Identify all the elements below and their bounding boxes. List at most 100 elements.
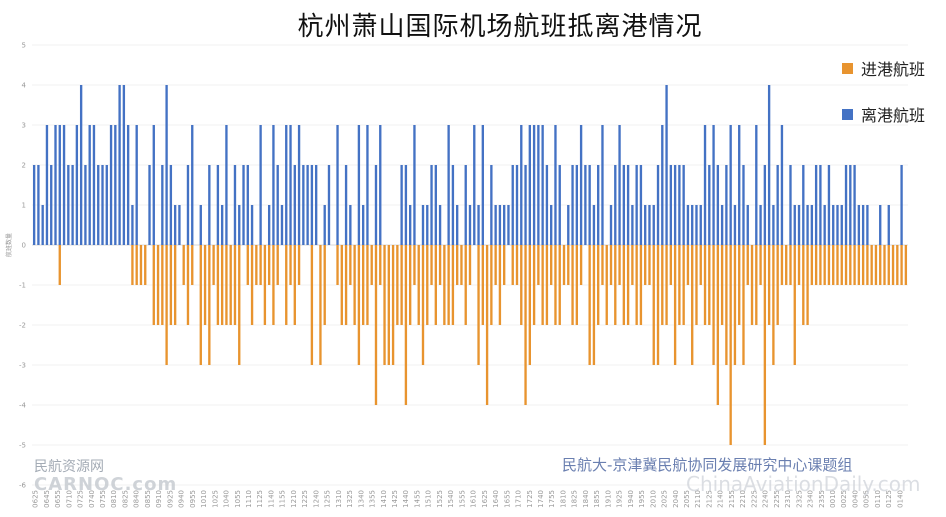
x-tick-label: 1555: [458, 490, 466, 508]
bar-departure: [165, 85, 168, 245]
bar-arrival: [900, 245, 903, 285]
x-tick-label: 1340: [357, 490, 365, 508]
bar-departure: [827, 165, 831, 245]
bar-departure: [225, 125, 228, 245]
bar-arrival: [716, 245, 720, 405]
bar-departure: [400, 165, 403, 245]
bar-arrival: [767, 245, 771, 325]
bar-arrival: [652, 245, 655, 365]
bar-arrival: [746, 245, 749, 285]
bar-arrival: [400, 245, 403, 325]
bar-departure: [879, 205, 882, 245]
x-tick-label: 1625: [481, 490, 489, 508]
bar-departure: [814, 165, 818, 245]
bar-departure: [280, 205, 284, 245]
bar-arrival: [490, 245, 493, 325]
bar-arrival: [379, 245, 382, 285]
bar-arrival: [263, 245, 267, 325]
bar-arrival: [678, 245, 681, 325]
bar-arrival: [426, 245, 429, 325]
bar-departure: [58, 125, 61, 245]
bar-departure: [50, 165, 53, 245]
bar-departure: [67, 165, 70, 245]
bar-arrival: [686, 245, 690, 285]
bar-departure: [729, 125, 732, 245]
bar-departure: [511, 165, 514, 245]
bar-arrival: [827, 245, 831, 285]
bar-arrival: [832, 245, 835, 285]
bar-arrival: [199, 245, 202, 365]
bar-departure: [178, 205, 181, 245]
bar-arrival: [468, 245, 472, 285]
bar-arrival: [297, 245, 301, 285]
x-tick-label: 1425: [391, 490, 399, 508]
x-tick-label: 0140: [896, 490, 904, 508]
x-tick-label: 2025: [661, 490, 669, 508]
bar-arrival: [272, 245, 275, 325]
x-tick-label: 1225: [301, 490, 309, 508]
y-tick-label: 1: [22, 202, 26, 210]
x-tick-label: 1910: [604, 490, 612, 508]
bar-departure: [703, 125, 707, 245]
bar-arrival: [366, 245, 369, 325]
x-tick-label: 1955: [638, 490, 646, 508]
y-tick-label: -3: [19, 362, 26, 370]
x-tick-label: 0645: [43, 490, 51, 508]
bar-departure: [712, 125, 715, 245]
bar-arrival: [665, 245, 668, 325]
x-tick-label: 1725: [526, 490, 534, 508]
bar-arrival: [233, 245, 237, 325]
x-tick-label: 1110: [245, 490, 253, 508]
bar-departure: [327, 165, 331, 245]
bar-arrival: [772, 245, 775, 365]
bar-arrival: [156, 245, 160, 325]
x-tick-label: 0755: [99, 490, 107, 508]
x-tick-label: 1840: [582, 490, 590, 508]
bar-arrival: [648, 245, 651, 285]
bar-departure: [75, 125, 79, 245]
bar-departure: [720, 205, 724, 245]
bar-departure: [575, 165, 579, 245]
bar-departure: [430, 165, 433, 245]
x-tick-label: 2055: [683, 490, 691, 508]
x-tick-label: 1355: [369, 490, 377, 508]
bar-departure: [191, 125, 194, 245]
x-tick-label: 1455: [413, 490, 421, 508]
bar-arrival: [216, 245, 220, 325]
bar-departure: [272, 125, 275, 245]
x-tick-label: 1710: [515, 490, 523, 508]
bar-arrival: [644, 245, 647, 285]
bar-arrival: [887, 245, 890, 285]
bar-departure: [302, 165, 305, 245]
bar-arrival: [447, 245, 450, 325]
chart-title: 杭州萧山国际机场航班抵离港情况: [297, 12, 703, 42]
bar-departure: [366, 125, 369, 245]
bar-arrival: [601, 245, 604, 285]
x-tick-label: 2310: [784, 490, 792, 508]
bar-arrival: [883, 245, 886, 285]
x-tick-label: 0025: [840, 490, 848, 508]
bar-arrival: [212, 245, 215, 285]
bar-arrival: [554, 245, 557, 325]
bar-arrival: [759, 245, 762, 285]
bar-departure: [844, 165, 848, 245]
bar-departure: [515, 165, 519, 245]
y-tick-label: 2: [22, 162, 26, 170]
bar-arrival: [456, 245, 459, 285]
bar-departure: [537, 125, 540, 245]
bar-departure: [152, 125, 155, 245]
x-tick-label: 2140: [717, 490, 725, 508]
bar-arrival: [186, 245, 190, 325]
bar-arrival: [814, 245, 818, 285]
bar-arrival: [417, 245, 420, 325]
bar-arrival: [430, 245, 433, 285]
bar-arrival: [579, 245, 583, 285]
bar-arrival: [742, 245, 745, 365]
legend-item-departures: 离港航班: [842, 102, 925, 126]
bar-departure: [62, 125, 66, 245]
bar-departure: [644, 205, 647, 245]
bar-departure: [665, 85, 668, 245]
bar-departure: [344, 165, 348, 245]
bar-departure: [682, 165, 685, 245]
bar-departure: [101, 165, 104, 245]
